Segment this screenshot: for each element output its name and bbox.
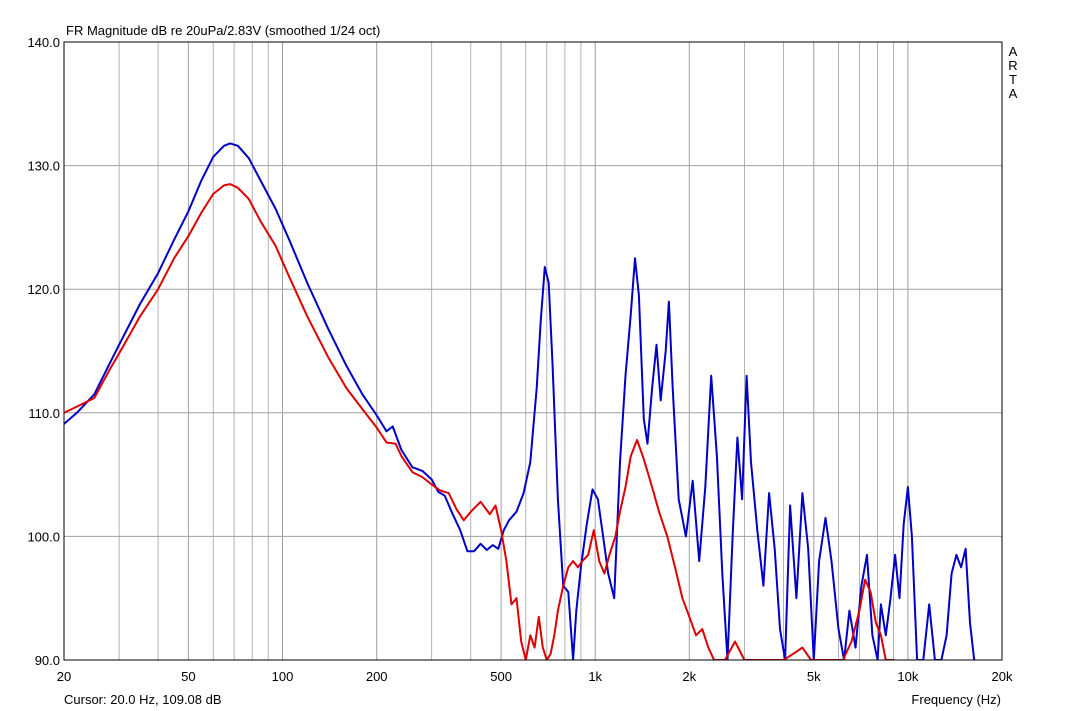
side-label-letter: A — [1009, 44, 1018, 59]
x-tick-label: 1k — [588, 669, 602, 684]
y-tick-label: 110.0 — [28, 406, 60, 421]
x-tick-label: 5k — [807, 669, 821, 684]
x-axis-label: Frequency (Hz) — [911, 692, 1001, 707]
y-tick-label: 120.0 — [27, 282, 60, 297]
x-tick-label: 20 — [57, 669, 71, 684]
x-tick-label: 2k — [682, 669, 696, 684]
series-layer — [64, 142, 976, 660]
x-tick-label: 20k — [992, 669, 1013, 684]
side-label-letter: A — [1009, 86, 1018, 101]
y-tick-label: 130.0 — [27, 159, 60, 174]
side-label-letter: T — [1009, 72, 1017, 87]
plot-area — [64, 42, 1002, 660]
x-tick-label: 100 — [272, 669, 294, 684]
plot-frame — [63, 41, 1003, 661]
side-label-letter: R — [1008, 58, 1017, 73]
y-tick-label: 90.0 — [35, 653, 60, 668]
y-tick-label: 100.0 — [27, 529, 60, 544]
chart-title: FR Magnitude dB re 20uPa/2.83V (smoothed… — [66, 23, 380, 38]
x-tick-label: 500 — [490, 669, 512, 684]
y-tick-labels: 90.0 100.0 110.0 120.0 130.0 140.0 — [27, 35, 60, 668]
cursor-readout: Cursor: 20.0 Hz, 109.08 dB — [64, 692, 222, 707]
grid — [64, 42, 1002, 660]
y-tick-label: 140.0 — [27, 35, 60, 50]
x-tick-labels: 20 50 100 200 500 1k 2k 5k 10k 20k — [57, 669, 1013, 684]
x-tick-label: 50 — [181, 669, 195, 684]
x-tick-label: 10k — [897, 669, 918, 684]
x-tick-label: 200 — [366, 669, 388, 684]
series-line-2 — [64, 183, 895, 660]
series-line-1 — [64, 142, 976, 660]
